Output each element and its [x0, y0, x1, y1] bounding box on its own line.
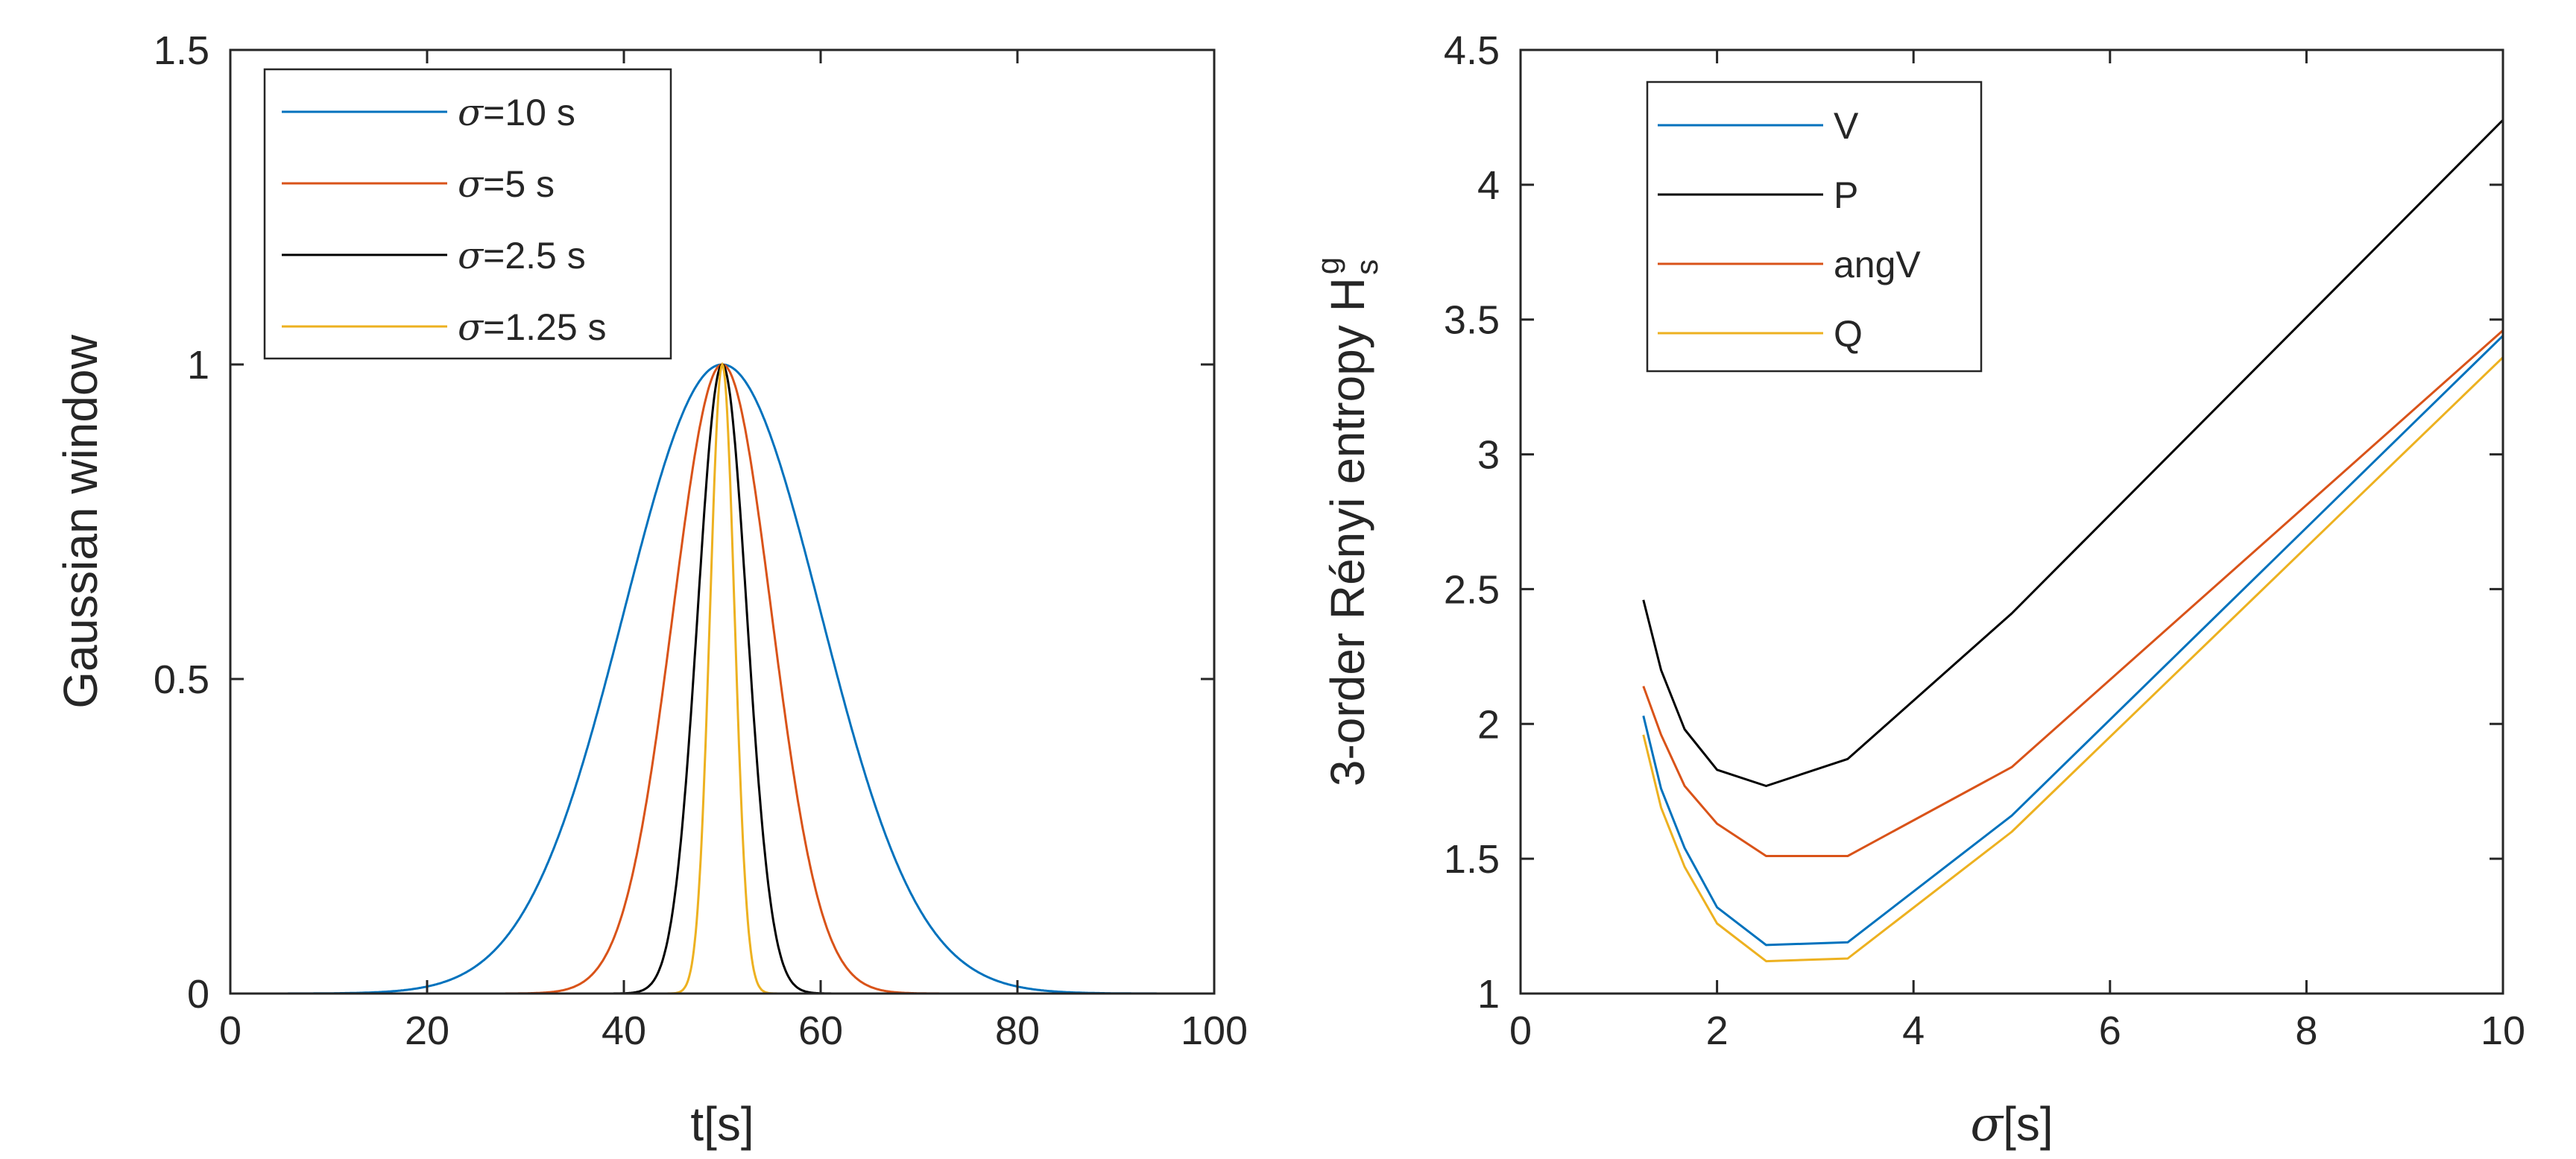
gaussian-window-y-tick-label: 0	[187, 972, 209, 1017]
gaussian-window-x-tick-label: 100	[1181, 1008, 1248, 1053]
renyi-entropy-series-line	[1642, 329, 2504, 857]
gaussian-window-legend-value: =1.25 s	[483, 306, 606, 348]
renyi-entropy-y-axis-label-sub: s	[1349, 259, 1384, 275]
gaussian-window-y-tick-label: 1	[187, 343, 209, 388]
renyi-entropy-legend-label: V	[1834, 105, 1859, 147]
gaussian-window-x-tick-label: 0	[219, 1008, 242, 1053]
renyi-entropy-y-axis-label-main: 3-order Rényi entropy H	[1321, 277, 1374, 786]
gaussian-window-ticks: 0 20 40 60 80 100 0 0.5 1 1.5	[154, 28, 1248, 1053]
gaussian-window-legend-label: σ=10 s	[458, 91, 575, 134]
renyi-entropy-x-tick-label: 4	[1902, 1008, 1925, 1053]
renyi-entropy-x-tick-label: 10	[2481, 1008, 2525, 1053]
gaussian-window-x-tick-label: 40	[602, 1008, 646, 1053]
renyi-entropy-series-line	[1642, 119, 2504, 787]
gaussian-window-legend-label: σ=1.25 s	[458, 306, 607, 349]
gaussian-window-legend-symbol: σ	[458, 234, 484, 277]
renyi-entropy-x-tick-label: 2	[1706, 1008, 1729, 1053]
gaussian-window-legend-symbol: σ	[458, 162, 484, 206]
renyi-entropy-series-line	[1642, 356, 2504, 963]
renyi-entropy-x-axis-label: σ[s]	[1970, 1097, 2053, 1152]
renyi-entropy-legend-label: Q	[1834, 313, 1863, 355]
renyi-entropy-y-tick-label: 3.5	[1444, 298, 1500, 343]
renyi-entropy-y-tick-label: 1.5	[1444, 837, 1500, 882]
gaussian-window-legend: σ=10 sσ=5 sσ=2.5 sσ=1.25 s	[263, 68, 672, 360]
renyi-entropy-y-tick-label: 4.5	[1444, 28, 1500, 73]
renyi-entropy-legend-label: angV	[1834, 244, 1921, 285]
renyi-entropy-y-tick-label: 2	[1477, 702, 1500, 747]
gaussian-window-legend-value: =2.5 s	[483, 235, 586, 277]
gaussian-window-x-tick-label: 20	[405, 1008, 449, 1053]
renyi-entropy-y-tick-label: 3	[1477, 433, 1500, 478]
gaussian-window-y-tick-label: 1.5	[154, 28, 209, 73]
renyi-entropy-y-axis-label: 3-order Rényi entropy H g s	[1310, 257, 1384, 786]
gaussian-window-x-tick-label: 80	[995, 1008, 1040, 1053]
gaussian-window-legend-value: =10 s	[483, 92, 575, 133]
gaussian-window-chart: 0 20 40 60 80 100 0 0.5 1 1.5 t[s] Gaussian windo…	[54, 28, 1248, 1151]
renyi-entropy-x-tick-label: 8	[2295, 1008, 2317, 1053]
gaussian-window-legend-symbol: σ	[458, 306, 484, 349]
renyi-entropy-ticks: 0 2 4 6 8 10 1 1.5 2 2.5 3 3.5 4 4.5	[1444, 28, 2525, 1053]
renyi-entropy-x-tick-label: 0	[1509, 1008, 1532, 1053]
gaussian-window-legend-label: σ=2.5 s	[458, 234, 586, 277]
renyi-entropy-y-axis-label-sup: g	[1310, 257, 1345, 274]
gaussian-window-x-axis-label: t[s]	[690, 1097, 754, 1151]
renyi-entropy-chart: 0 2 4 6 8 10 1 1.5 2 2.5 3 3.5 4 4.5 σ[s] 3-order Rén…	[1310, 28, 2525, 1152]
renyi-entropy-lines	[1642, 119, 2504, 963]
renyi-entropy-y-tick-label: 4	[1477, 163, 1500, 208]
gaussian-window-legend-box	[263, 68, 672, 360]
gaussian-window-legend-label: σ=5 s	[458, 162, 555, 206]
gaussian-window-y-axis-label: Gaussian window	[54, 334, 107, 708]
renyi-entropy-y-tick-label: 1	[1477, 972, 1500, 1017]
renyi-entropy-legend-label: P	[1834, 174, 1858, 216]
gaussian-window-legend-value: =5 s	[483, 163, 555, 205]
renyi-entropy-axes-box	[1519, 48, 2504, 995]
renyi-entropy-x-tick-label: 6	[2099, 1008, 2121, 1053]
gaussian-window-axes-box	[229, 48, 1216, 995]
renyi-entropy-legend-box	[1646, 80, 1983, 373]
gaussian-window-y-tick-label: 0.5	[154, 657, 209, 702]
gaussian-window-x-tick-label: 60	[798, 1008, 843, 1053]
renyi-entropy-series-line	[1642, 335, 2504, 947]
renyi-entropy-x-axis-label-unit: [s]	[2003, 1097, 2053, 1151]
gaussian-window-legend-symbol: σ	[458, 91, 484, 134]
renyi-entropy-y-tick-label: 2.5	[1444, 567, 1500, 612]
renyi-entropy-x-axis-label-symbol: σ	[1970, 1097, 2004, 1152]
